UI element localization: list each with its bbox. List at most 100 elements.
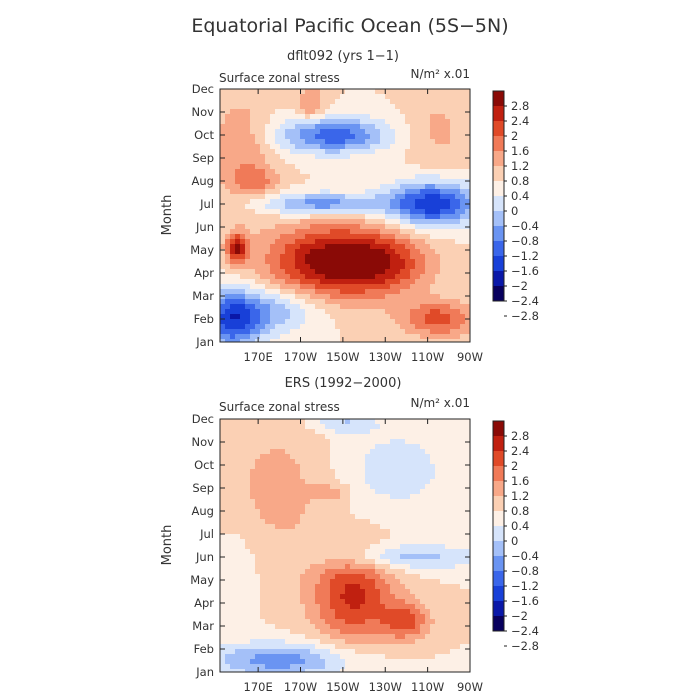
heatmap-cell bbox=[465, 139, 471, 145]
heatmap-cell bbox=[430, 539, 436, 545]
heatmap-cell bbox=[455, 609, 461, 615]
heatmap-cell bbox=[365, 264, 371, 270]
heatmap-cell bbox=[230, 144, 236, 150]
heatmap-cell bbox=[445, 159, 451, 165]
heatmap-cell bbox=[445, 424, 451, 430]
heatmap-cell bbox=[310, 554, 316, 560]
heatmap-cell bbox=[230, 189, 236, 195]
heatmap-cell bbox=[410, 624, 416, 630]
heatmap-cell bbox=[410, 119, 416, 125]
heatmap-cell bbox=[380, 189, 386, 195]
heatmap-cell bbox=[290, 204, 296, 210]
heatmap-cell bbox=[355, 169, 361, 175]
heatmap-cell bbox=[260, 224, 266, 230]
heatmap-cell bbox=[435, 624, 441, 630]
heatmap-cell bbox=[435, 304, 441, 310]
heatmap-cell bbox=[345, 614, 351, 620]
heatmap-cell bbox=[335, 114, 341, 120]
heatmap-cell bbox=[230, 194, 236, 200]
heatmap-cell bbox=[295, 304, 301, 310]
heatmap-cell bbox=[220, 629, 226, 635]
heatmap-cell bbox=[275, 284, 281, 290]
heatmap-cell bbox=[385, 524, 391, 530]
heatmap-cell bbox=[335, 494, 341, 500]
heatmap-cell bbox=[445, 259, 451, 265]
heatmap-cell bbox=[300, 274, 306, 280]
heatmap-cell bbox=[425, 179, 431, 185]
heatmap-cell bbox=[385, 449, 391, 455]
heatmap-cell bbox=[240, 314, 246, 320]
heatmap-cell bbox=[315, 304, 321, 310]
heatmap-cell bbox=[390, 439, 396, 445]
heatmap-cell bbox=[275, 134, 281, 140]
heatmap-cell bbox=[290, 594, 296, 600]
heatmap-cell bbox=[320, 584, 326, 590]
heatmap-cell bbox=[310, 454, 316, 460]
heatmap-cell bbox=[220, 249, 226, 255]
heatmap-cell bbox=[290, 294, 296, 300]
heatmap-cell bbox=[440, 199, 446, 205]
heatmap-cell bbox=[385, 214, 391, 220]
heatmap-cell bbox=[220, 164, 226, 170]
heatmap-cell bbox=[365, 294, 371, 300]
heatmap-cell bbox=[330, 129, 336, 135]
heatmap-cell bbox=[430, 259, 436, 265]
heatmap-cell bbox=[380, 614, 386, 620]
heatmap-cell bbox=[300, 294, 306, 300]
heatmap-cell bbox=[220, 244, 226, 250]
heatmap-cell bbox=[265, 114, 271, 120]
heatmap-cell bbox=[310, 544, 316, 550]
heatmap-cell bbox=[430, 244, 436, 250]
heatmap-cell bbox=[260, 249, 266, 255]
heatmap-cell bbox=[330, 634, 336, 640]
heatmap-cell bbox=[440, 284, 446, 290]
heatmap-cell bbox=[410, 534, 416, 540]
heatmap-cell bbox=[390, 634, 396, 640]
heatmap-cell bbox=[410, 299, 416, 305]
heatmap-cell bbox=[385, 274, 391, 280]
heatmap-cell bbox=[405, 599, 411, 605]
heatmap-cell bbox=[220, 499, 226, 505]
heatmap-cell bbox=[320, 459, 326, 465]
heatmap-cell bbox=[265, 544, 271, 550]
heatmap-cell bbox=[390, 204, 396, 210]
heatmap-cell bbox=[275, 319, 281, 325]
heatmap-cell bbox=[280, 114, 286, 120]
heatmap-cell bbox=[325, 424, 331, 430]
heatmap-cell bbox=[400, 289, 406, 295]
heatmap-cell bbox=[250, 169, 256, 175]
heatmap-cell bbox=[455, 599, 461, 605]
heatmap-cell bbox=[250, 334, 256, 340]
heatmap-cell bbox=[390, 119, 396, 125]
heatmap-cell bbox=[390, 89, 396, 95]
heatmap-cell bbox=[255, 209, 261, 215]
heatmap-cell bbox=[395, 569, 401, 575]
heatmap-cell bbox=[270, 429, 276, 435]
heatmap-cell bbox=[435, 474, 441, 480]
heatmap-cell bbox=[345, 274, 351, 280]
x-tick-label: 90W bbox=[457, 350, 483, 364]
heatmap-cell bbox=[450, 209, 456, 215]
heatmap-cell bbox=[335, 604, 341, 610]
heatmap-cell bbox=[255, 264, 261, 270]
heatmap-cell bbox=[405, 154, 411, 160]
heatmap-cell bbox=[365, 444, 371, 450]
heatmap-cell bbox=[445, 274, 451, 280]
heatmap-cell bbox=[250, 524, 256, 530]
heatmap-cell bbox=[235, 484, 241, 490]
heatmap-cell bbox=[465, 564, 471, 570]
heatmap-cell bbox=[465, 574, 471, 580]
heatmap-cell bbox=[405, 504, 411, 510]
heatmap-cell bbox=[410, 499, 416, 505]
heatmap-cell bbox=[385, 499, 391, 505]
heatmap-cell bbox=[280, 424, 286, 430]
heatmap-cell bbox=[410, 454, 416, 460]
heatmap-cell bbox=[410, 579, 416, 585]
heatmap-cell bbox=[285, 529, 291, 535]
heatmap-cell bbox=[455, 189, 461, 195]
heatmap-cell bbox=[260, 564, 266, 570]
heatmap-cell bbox=[425, 184, 431, 190]
heatmap-cell bbox=[430, 229, 436, 235]
heatmap-cell bbox=[310, 139, 316, 145]
heatmap-cell bbox=[240, 259, 246, 265]
